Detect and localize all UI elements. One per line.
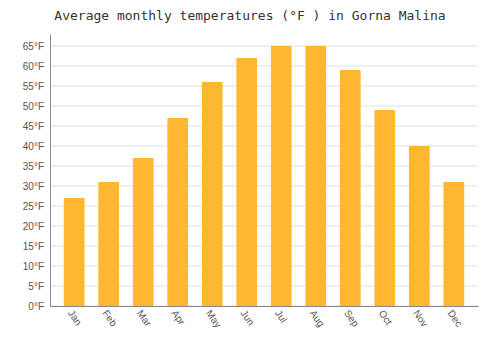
x-tick: Jan [66, 306, 84, 327]
chart-container: Average monthly temperatures (°F ) in Go… [0, 0, 500, 350]
y-tick-label: 55°F [23, 81, 44, 92]
y-tick-label: 0°F [28, 301, 44, 312]
bar [409, 146, 430, 306]
x-tick-label: Mar [135, 308, 154, 329]
y-axis: 0°F 5°F 10°F 15°F 20°F 25°F 30°F 35°F 40°F 45°F 50… [23, 35, 51, 312]
x-tick-label: May [204, 308, 224, 330]
bar [305, 46, 326, 306]
chart-title: Average monthly temperatures (°F ) in Go… [54, 8, 445, 23]
x-tick: Nov [411, 306, 430, 329]
bar [271, 46, 292, 306]
grid-line [50, 66, 478, 67]
y-tick-label: 10°F [23, 261, 44, 272]
x-tick: Mar [135, 306, 154, 329]
y-tick: 0°F [28, 301, 50, 312]
grid-line [50, 106, 478, 107]
y-tick-label: 45°F [23, 121, 44, 132]
bar [133, 158, 154, 306]
bar [443, 182, 464, 306]
x-tick-label: Apr [169, 308, 187, 328]
x-tick: Sep [342, 306, 361, 329]
x-tick: Apr [169, 306, 187, 328]
y-tick: 5°F [28, 281, 50, 292]
x-tick-label: Jan [66, 308, 84, 328]
y-tick: 35°F [23, 161, 50, 172]
x-tick: May [204, 306, 224, 330]
bar [64, 198, 85, 306]
y-tick: 10°F [23, 261, 50, 272]
y-tick-label: 40°F [23, 141, 44, 152]
y-tick: 20°F [23, 221, 50, 232]
y-tick: 50°F [23, 101, 50, 112]
x-tick: Aug [308, 306, 327, 329]
y-tick: 45°F [23, 121, 50, 132]
chart-svg: Average monthly temperatures (°F ) in Go… [0, 0, 500, 350]
x-tick: Jul [273, 306, 289, 325]
x-tick: Jun [238, 306, 256, 327]
x-tick: Oct [377, 306, 395, 327]
y-tick-label: 25°F [23, 201, 44, 212]
x-tick-label: Nov [411, 308, 430, 329]
x-tick-label: Sep [342, 308, 361, 329]
y-tick-label: 35°F [23, 161, 44, 172]
y-tick-label: 5°F [28, 281, 44, 292]
y-tick-label: 30°F [23, 181, 44, 192]
bar [374, 110, 395, 306]
y-axis-line [50, 35, 51, 307]
y-tick-label: 65°F [23, 41, 44, 52]
grid [50, 46, 478, 306]
x-tick-label: Dec [446, 308, 465, 329]
y-tick: 55°F [23, 81, 50, 92]
bar [167, 118, 188, 306]
x-tick: Dec [446, 306, 465, 329]
x-tick-label: Feb [100, 308, 119, 329]
y-tick: 30°F [23, 181, 50, 192]
grid-line [50, 86, 478, 87]
x-tick-label: Jun [238, 308, 256, 328]
y-tick-label: 60°F [23, 61, 44, 72]
x-tick-label: Aug [308, 308, 327, 329]
x-tick-label: Oct [377, 308, 395, 327]
bar [202, 82, 223, 306]
y-tick: 15°F [23, 241, 50, 252]
grid-line [50, 46, 478, 47]
bar [98, 182, 119, 306]
y-tick: 65°F [23, 41, 50, 52]
plot-area: 0°F 5°F 10°F 15°F 20°F 25°F 30°F 35°F 40°F 45°F 50… [23, 35, 479, 330]
y-tick: 60°F [23, 61, 50, 72]
grid-line [50, 126, 478, 127]
y-tick: 40°F [23, 141, 50, 152]
x-tick: Feb [100, 306, 119, 329]
y-tick-label: 50°F [23, 101, 44, 112]
x-tick-label: Jul [273, 308, 289, 325]
y-tick-label: 15°F [23, 241, 44, 252]
y-tick: 25°F [23, 201, 50, 212]
x-axis-line [51, 306, 479, 307]
bar [340, 70, 361, 306]
x-axis: Jan Feb Mar Apr May Jun Jul Aug Sep Oct Nov Dec [51, 306, 479, 330]
bars [64, 46, 464, 306]
y-tick-label: 20°F [23, 221, 44, 232]
bar [236, 58, 257, 306]
